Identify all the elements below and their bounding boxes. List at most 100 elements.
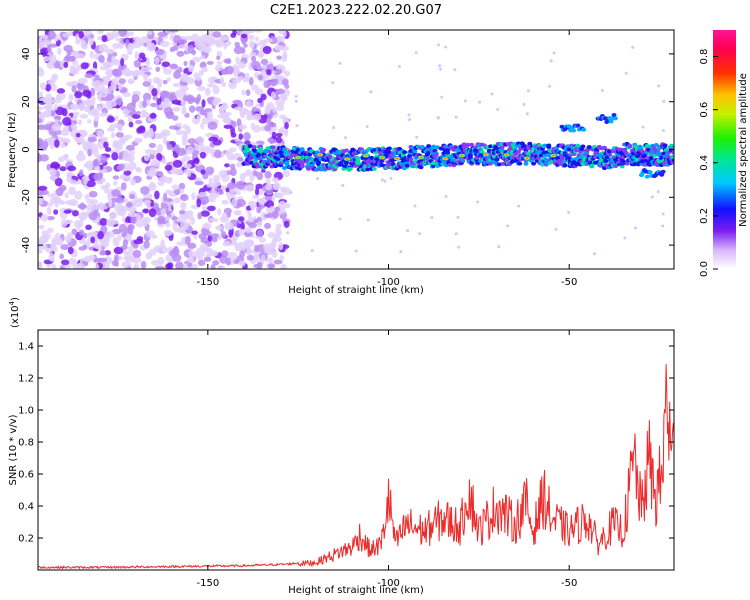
heatmap-cell: [184, 35, 192, 41]
heatmap-cell: [275, 99, 285, 107]
heatmap-cell: [112, 175, 120, 180]
heatmap-cell: [143, 240, 150, 249]
heatmap-cell: [175, 129, 185, 136]
heatmap-cell: [215, 225, 223, 231]
heatmap-cell: [221, 102, 228, 111]
heatmap-cell: [671, 150, 674, 155]
y-tick-label: -40: [21, 237, 32, 253]
heatmap-cell: [106, 218, 116, 228]
heatmap-cell: [114, 254, 119, 263]
heatmap-cell: [510, 158, 516, 163]
heatmap-cell: [38, 185, 48, 191]
heatmap-cell: [76, 222, 81, 231]
heatmap-cell: [104, 61, 113, 69]
colorbar-label: Normalized spectral amplitude: [738, 73, 749, 227]
heatmap-cell: [199, 243, 209, 252]
heatmap-cell: [48, 53, 56, 60]
heatmap-cell: [116, 234, 122, 242]
heatmap-cell: [124, 175, 132, 181]
heatmap-cell: [169, 63, 178, 69]
heatmap-cell: [38, 112, 48, 118]
heatmap-cell: [99, 217, 108, 226]
heatmap-cell: [361, 153, 370, 158]
heatmap-cell: [51, 237, 57, 245]
heatmap-cell: [70, 55, 76, 62]
heatmap-cell: [182, 266, 190, 269]
heatmap-cell: [355, 159, 361, 164]
heatmap-cell: [60, 143, 66, 148]
heatmap-cell: [399, 250, 403, 254]
heatmap-cell: [248, 76, 254, 86]
snr-frame: [37, 329, 675, 571]
heatmap-cell: [130, 215, 137, 225]
heatmap-cell: [671, 145, 674, 150]
heatmap-cell: [237, 156, 244, 162]
heatmap-cell: [661, 151, 667, 156]
heatmap-cell: [80, 129, 87, 138]
heatmap-cell: [244, 239, 254, 244]
heatmap-cell: [180, 193, 189, 202]
heatmap-cell: [127, 78, 133, 84]
heatmap-cell: [469, 142, 475, 147]
heatmap-cell: [175, 169, 184, 175]
heatmap-cell: [54, 177, 63, 187]
heatmap-cell: [247, 34, 255, 41]
heatmap-cell: [659, 172, 665, 177]
heatmap-cell: [240, 33, 248, 39]
heatmap-cell: [238, 260, 246, 267]
heatmap-cell: [154, 57, 160, 66]
heatmap-cell: [197, 259, 206, 266]
heatmap-cell: [100, 184, 106, 190]
heatmap-cell: [143, 154, 150, 162]
heatmap-cell: [122, 153, 132, 162]
heatmap-cell: [142, 92, 152, 102]
heatmap-cell: [113, 246, 124, 255]
heatmap-cell: [523, 156, 532, 161]
heatmap-cell: [93, 114, 100, 122]
heatmap-cell: [127, 223, 135, 231]
heatmap-cell: [217, 208, 222, 216]
heatmap-cell: [48, 43, 58, 48]
heatmap-cell: [252, 194, 260, 199]
heatmap-cell: [238, 124, 247, 130]
heatmap-cell: [661, 212, 665, 216]
heatmap-cell: [177, 215, 187, 224]
heatmap-cell: [122, 108, 131, 115]
heatmap-cell: [266, 79, 271, 88]
heatmap-cell: [209, 250, 219, 257]
snr-panel: -150 -100 -50 0.2 0.4 0.6 0.8 1.0 1.2 1.4 Height …: [8, 297, 675, 596]
heatmap-cell: [199, 109, 207, 116]
heatmap-cell: [657, 159, 663, 164]
heatmap-cell: [49, 168, 57, 176]
heatmap-cell: [154, 190, 160, 200]
heatmap-cell: [50, 161, 60, 171]
heatmap-cell: [112, 58, 120, 64]
heatmap-cell: [233, 46, 244, 55]
heatmap-cell: [121, 261, 130, 269]
heatmap-cell: [413, 204, 417, 208]
heatmap-cell: [232, 64, 239, 71]
heatmap-cell: [99, 251, 107, 256]
heatmap-cell: [57, 47, 62, 56]
heatmap-cell: [257, 50, 265, 59]
heatmap-cell: [226, 182, 236, 190]
heatmap-cell: [75, 263, 85, 269]
heatmap-cell: [338, 61, 342, 65]
heatmap-cell: [223, 124, 233, 129]
heatmap-cell: [282, 187, 292, 196]
heatmap-cell: [196, 115, 202, 120]
heatmap-cell: [112, 220, 119, 225]
heatmap-cell: [198, 191, 208, 197]
heatmap-cell: [232, 99, 242, 105]
heatmap-cell: [38, 197, 44, 206]
heatmap-cell: [472, 145, 478, 150]
heatmap-cell: [161, 91, 170, 96]
heatmap-cell: [267, 263, 276, 269]
heatmap-cell: [656, 190, 660, 194]
heatmap-cell: [97, 30, 104, 35]
heatmap-cell: [493, 145, 499, 150]
heatmap-cell: [266, 116, 272, 125]
heatmap-cell: [187, 138, 197, 145]
heatmap-cell: [147, 30, 153, 35]
heatmap-cell: [343, 148, 349, 153]
